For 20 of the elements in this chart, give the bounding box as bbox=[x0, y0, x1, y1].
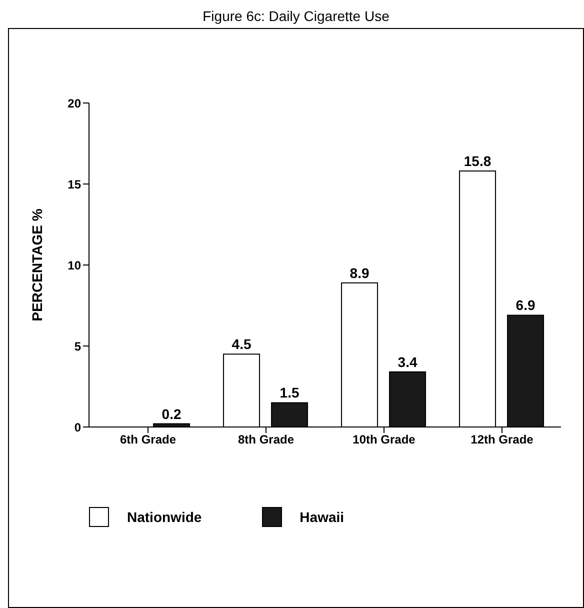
legend-label: Hawaii bbox=[300, 509, 344, 525]
y-tick-label: 10 bbox=[68, 258, 82, 272]
data-label: 8.9 bbox=[350, 264, 370, 281]
data-label: 1.5 bbox=[280, 384, 300, 401]
y-tick-label: 20 bbox=[68, 96, 82, 110]
x-tick-label: 6th Grade bbox=[120, 432, 176, 447]
data-label: 6.9 bbox=[516, 297, 536, 314]
data-label: 15.8 bbox=[464, 153, 492, 170]
y-axis-title: PERCENTAGE % bbox=[28, 208, 45, 322]
y-tick-label: 15 bbox=[68, 177, 82, 192]
x-tick-label: 12th Grade bbox=[470, 432, 534, 447]
legend-label: Nationwide bbox=[127, 509, 202, 525]
data-label: 4.5 bbox=[232, 336, 252, 352]
x-tick-label: 10th Grade bbox=[352, 432, 416, 447]
y-tick-label: 0 bbox=[74, 420, 82, 434]
data-label: 0.2 bbox=[162, 406, 182, 422]
chart-title: Figure 6c: Daily Cigarette Use bbox=[202, 8, 390, 26]
y-tick-label: 5 bbox=[74, 339, 82, 354]
data-label: 3.4 bbox=[398, 354, 418, 370]
x-tick-label: 8th Grade bbox=[238, 432, 294, 447]
